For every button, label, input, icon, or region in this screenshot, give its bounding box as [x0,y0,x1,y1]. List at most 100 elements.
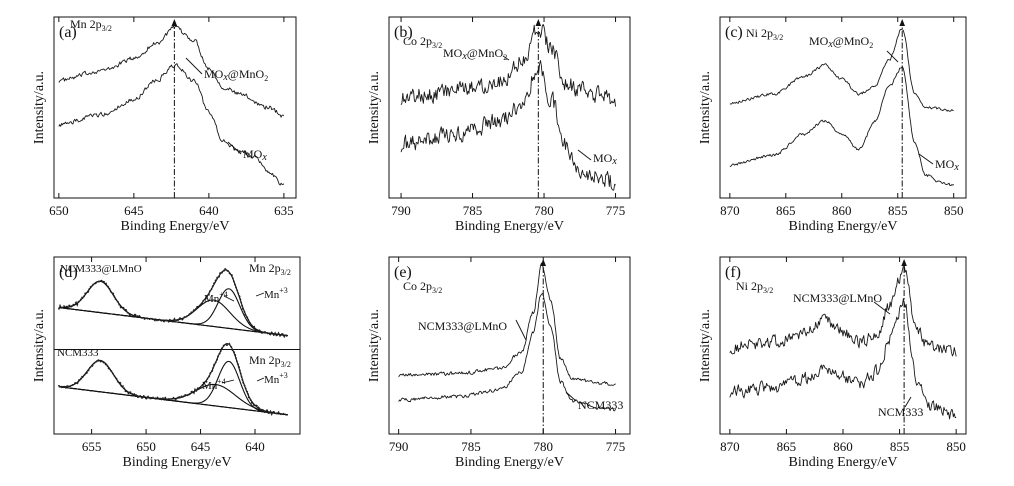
x-tick-label-d-0: 655 [82,439,102,454]
x-tick-label-d-2: 645 [191,439,211,454]
annotation-mn4-bottom: Mn+4 [202,377,226,392]
envelope-fit-coated [58,269,288,337]
series-pointer-e-0 [515,319,527,341]
series-line-b-1 [400,60,616,191]
raw-data-points-coated [58,266,289,339]
x-tick-label-e-3: 775 [606,439,626,454]
annotation-mn4-top: Mn+4 [204,290,228,305]
x-axis-label-b: Binding Energy/eV [455,219,564,234]
annotation-mn3-top: Mn+3 [264,286,288,301]
series-pointer-a-1 [227,141,242,155]
x-tick-label-d-3: 640 [245,439,265,454]
x-axis-label-f: Binding Energy/eV [788,455,897,470]
series-label-e-0: NCM333@LMnO [418,319,507,333]
series-line-b-0 [400,23,616,107]
x-axis-label-a: Binding Energy/eV [120,219,229,234]
y-axis-label-f: Intensity/a.u. [698,309,713,382]
x-tick-label-c-2: 860 [832,203,852,218]
x-tick-label-b-0: 790 [391,203,411,218]
series-label-e-1: NCM333 [578,398,623,412]
series-label-b-1: MOx [593,151,617,167]
series-pointer-e-1 [565,391,577,402]
panel-title-f: Ni 2p3/2 [736,279,773,295]
series-label-b-0: MOx@MnO2 [443,46,507,62]
x-tick-label-a-1: 645 [124,203,144,218]
panel-label-c: (c) [725,24,743,41]
x-tick-label-c-4: 850 [944,203,964,218]
x-tick-label-a-0: 650 [49,203,69,218]
series-line-a-1 [58,63,285,186]
x-tick-label-a-2: 640 [199,203,219,218]
x-tick-label-c-0: 870 [720,203,740,218]
sample-label-coated: NCM333@LMnO [60,263,142,275]
peak-fit-mn4-coated [58,299,288,337]
x-tick-label-c-1: 865 [776,203,796,218]
panel-title-c: Ni 2p3/2 [746,26,783,42]
x-tick-label-b-1: 785 [463,203,483,218]
panel-label-f: (f) [725,264,741,281]
plot-frame-a [53,16,297,199]
panel-label-a: (a) [59,24,77,41]
x-axis-label-d: Binding Energy/eV [122,455,231,470]
x-tick-label-a-3: 635 [274,203,294,218]
plot-frame-c [719,16,967,199]
series-line-e-1 [398,292,616,412]
x-tick-label-e-1: 785 [461,439,481,454]
panel-title-a: Mn 2p3/2 [70,17,112,33]
annotation-pointer-mn3-top [255,292,265,297]
series-pointer-b-0 [502,55,510,61]
panel-title-e: Co 2p3/2 [403,279,442,295]
series-label-a-1: MOx [243,147,267,163]
plot-frame-e [388,256,631,435]
series-label-c-0: MOx@MnO2 [809,34,873,50]
x-tick-label-f-2: 860 [833,439,853,454]
panel-label-b: (b) [394,24,413,41]
peak-fit-mn3-bare [58,360,288,416]
x-tick-label-f-3: 855 [890,439,910,454]
y-axis-label-a: Intensity/a.u. [32,71,47,144]
series-pointer-c-1 [918,153,934,165]
reference-arrowhead-a [171,19,178,26]
panel-title-b: Co 2p3/2 [403,34,442,50]
annotation-pointer-mn4-top [223,295,235,302]
y-axis-label-e: Intensity/a.u. [367,309,382,382]
series-label-f-1: NCM333 [878,405,923,419]
series-pointer-a-0 [185,57,203,75]
peak-fit-mn3-coated [58,288,288,337]
panel-label-e: (e) [394,264,412,281]
panel-title-d-bottom: Mn 2p3/2 [249,353,291,369]
y-axis-label-b: Intensity/a.u. [367,71,382,144]
x-tick-label-b-3: 775 [606,203,626,218]
series-pointer-b-1 [577,149,592,161]
reference-arrowhead-e [540,259,547,266]
x-tick-label-f-1: 865 [777,439,797,454]
x-tick-label-e-2: 780 [533,439,553,454]
panel-label-d: (d) [59,264,78,281]
x-tick-label-f-4: 850 [946,439,966,454]
series-line-f-0 [729,265,957,357]
x-tick-label-e-0: 790 [389,439,409,454]
x-axis-label-e: Binding Energy/eV [455,455,564,470]
panel-title-d-top: Mn 2p3/2 [249,261,291,277]
series-line-f-1 [729,298,957,420]
series-label-a-0: MOx@MnO2 [204,67,268,83]
y-axis-label-c: Intensity/a.u. [698,71,713,144]
series-line-e-0 [398,262,616,386]
series-label-f-0: NCM333@LMnO [793,291,882,305]
x-axis-label-c: Binding Energy/eV [788,219,897,234]
annotation-pointer-mn3-bottom [256,377,265,382]
series-line-a-0 [58,25,285,118]
x-tick-label-f-0: 870 [720,439,740,454]
series-line-c-0 [729,29,954,112]
series-line-c-1 [729,66,955,187]
series-label-c-1: MOx [935,157,959,173]
sample-label-bare: NCM333 [57,347,99,359]
series-pointer-f-0 [873,301,891,315]
annotation-mn3-bottom: Mn+3 [264,371,288,386]
reference-arrowhead-c [899,19,906,26]
plot-frame-b [388,16,631,199]
x-tick-label-d-1: 650 [136,439,156,454]
reference-arrowhead-f [901,259,907,266]
series-pointer-c-0 [886,50,899,63]
